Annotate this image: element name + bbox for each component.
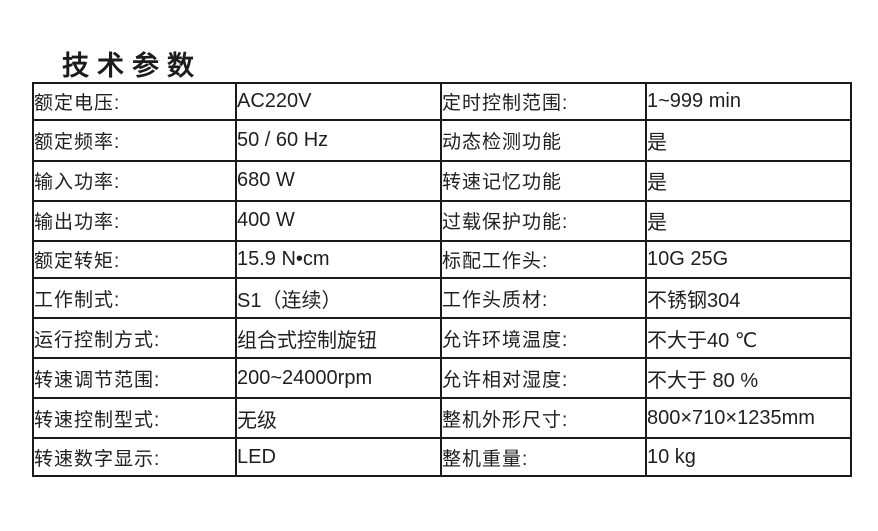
spec-label-left: 转速控制型式: bbox=[32, 397, 237, 440]
spec-table-body: 额定电压: AC220V 定时控制范围: 1~999 min 额定频率: 50 … bbox=[32, 81, 852, 477]
spec-label-right: 标配工作头: bbox=[440, 239, 647, 280]
table-row: 转速控制型式: 无级 整机外形尺寸: 800×710×1235mm bbox=[32, 397, 852, 440]
spec-label-right: 定时控制范围: bbox=[440, 81, 647, 122]
spec-value-right: 1~999 min bbox=[645, 81, 852, 122]
spec-label-left: 额定电压: bbox=[32, 81, 237, 122]
spec-label-left: 转速数字显示: bbox=[32, 437, 237, 477]
table-row: 额定频率: 50 / 60 Hz 动态检测功能 是 bbox=[32, 119, 852, 162]
spec-table: 额定电压: AC220V 定时控制范围: 1~999 min 额定频率: 50 … bbox=[32, 81, 852, 477]
spec-label-left: 运行控制方式: bbox=[32, 317, 237, 360]
spec-value-right: 不锈钢304 bbox=[645, 277, 852, 320]
table-row: 输出功率: 400 W 过载保护功能: 是 bbox=[32, 199, 852, 242]
spec-label-right: 动态检测功能 bbox=[440, 119, 647, 162]
spec-label-right: 过载保护功能: bbox=[440, 199, 647, 242]
spec-value-right: 10G 25G bbox=[645, 239, 852, 280]
spec-label-right: 允许相对湿度: bbox=[440, 357, 647, 400]
spec-label-left: 输出功率: bbox=[32, 199, 237, 242]
spec-label-right: 转速记忆功能 bbox=[440, 159, 647, 202]
table-row: 额定电压: AC220V 定时控制范围: 1~999 min bbox=[32, 81, 852, 122]
spec-value-left: 680 W bbox=[235, 159, 442, 202]
spec-value-right: 10 kg bbox=[645, 437, 852, 477]
spec-value-left: 无级 bbox=[235, 397, 442, 440]
spec-label-left: 工作制式: bbox=[32, 277, 237, 320]
spec-label-right: 工作头质材: bbox=[440, 277, 647, 320]
spec-label-right: 允许环境温度: bbox=[440, 317, 647, 360]
spec-label-left: 额定转矩: bbox=[32, 239, 237, 280]
spec-value-left: 50 / 60 Hz bbox=[235, 119, 442, 162]
table-row: 工作制式: S1（连续） 工作头质材: 不锈钢304 bbox=[32, 277, 852, 320]
table-row: 额定转矩: 15.9 N•cm 标配工作头: 10G 25G bbox=[32, 239, 852, 280]
spec-value-left: LED bbox=[235, 437, 442, 477]
spec-value-right: 是 bbox=[645, 119, 852, 162]
page-title: 技术参数 bbox=[62, 51, 202, 82]
spec-value-right: 不大于 80 % bbox=[645, 357, 852, 400]
table-row: 转速调节范围: 200~24000rpm 允许相对湿度: 不大于 80 % bbox=[32, 357, 852, 400]
spec-value-left: 15.9 N•cm bbox=[235, 239, 442, 280]
spec-value-left: S1（连续） bbox=[235, 277, 442, 320]
spec-label-right: 整机重量: bbox=[440, 437, 647, 477]
spec-label-left: 转速调节范围: bbox=[32, 357, 237, 400]
spec-value-left: 400 W bbox=[235, 199, 442, 242]
spec-value-left: 200~24000rpm bbox=[235, 357, 442, 400]
table-row: 转速数字显示: LED 整机重量: 10 kg bbox=[32, 437, 852, 477]
spec-value-right: 是 bbox=[645, 199, 852, 242]
spec-value-right: 800×710×1235mm bbox=[645, 397, 852, 440]
table-row: 运行控制方式: 组合式控制旋钮 允许环境温度: 不大于40 ℃ bbox=[32, 317, 852, 360]
table-row: 输入功率: 680 W 转速记忆功能 是 bbox=[32, 159, 852, 202]
spec-value-left: AC220V bbox=[235, 81, 442, 122]
spec-label-right: 整机外形尺寸: bbox=[440, 397, 647, 440]
spec-value-right: 是 bbox=[645, 159, 852, 202]
spec-value-right: 不大于40 ℃ bbox=[645, 317, 852, 360]
spec-label-left: 输入功率: bbox=[32, 159, 237, 202]
spec-label-left: 额定频率: bbox=[32, 119, 237, 162]
spec-value-left: 组合式控制旋钮 bbox=[235, 317, 442, 360]
